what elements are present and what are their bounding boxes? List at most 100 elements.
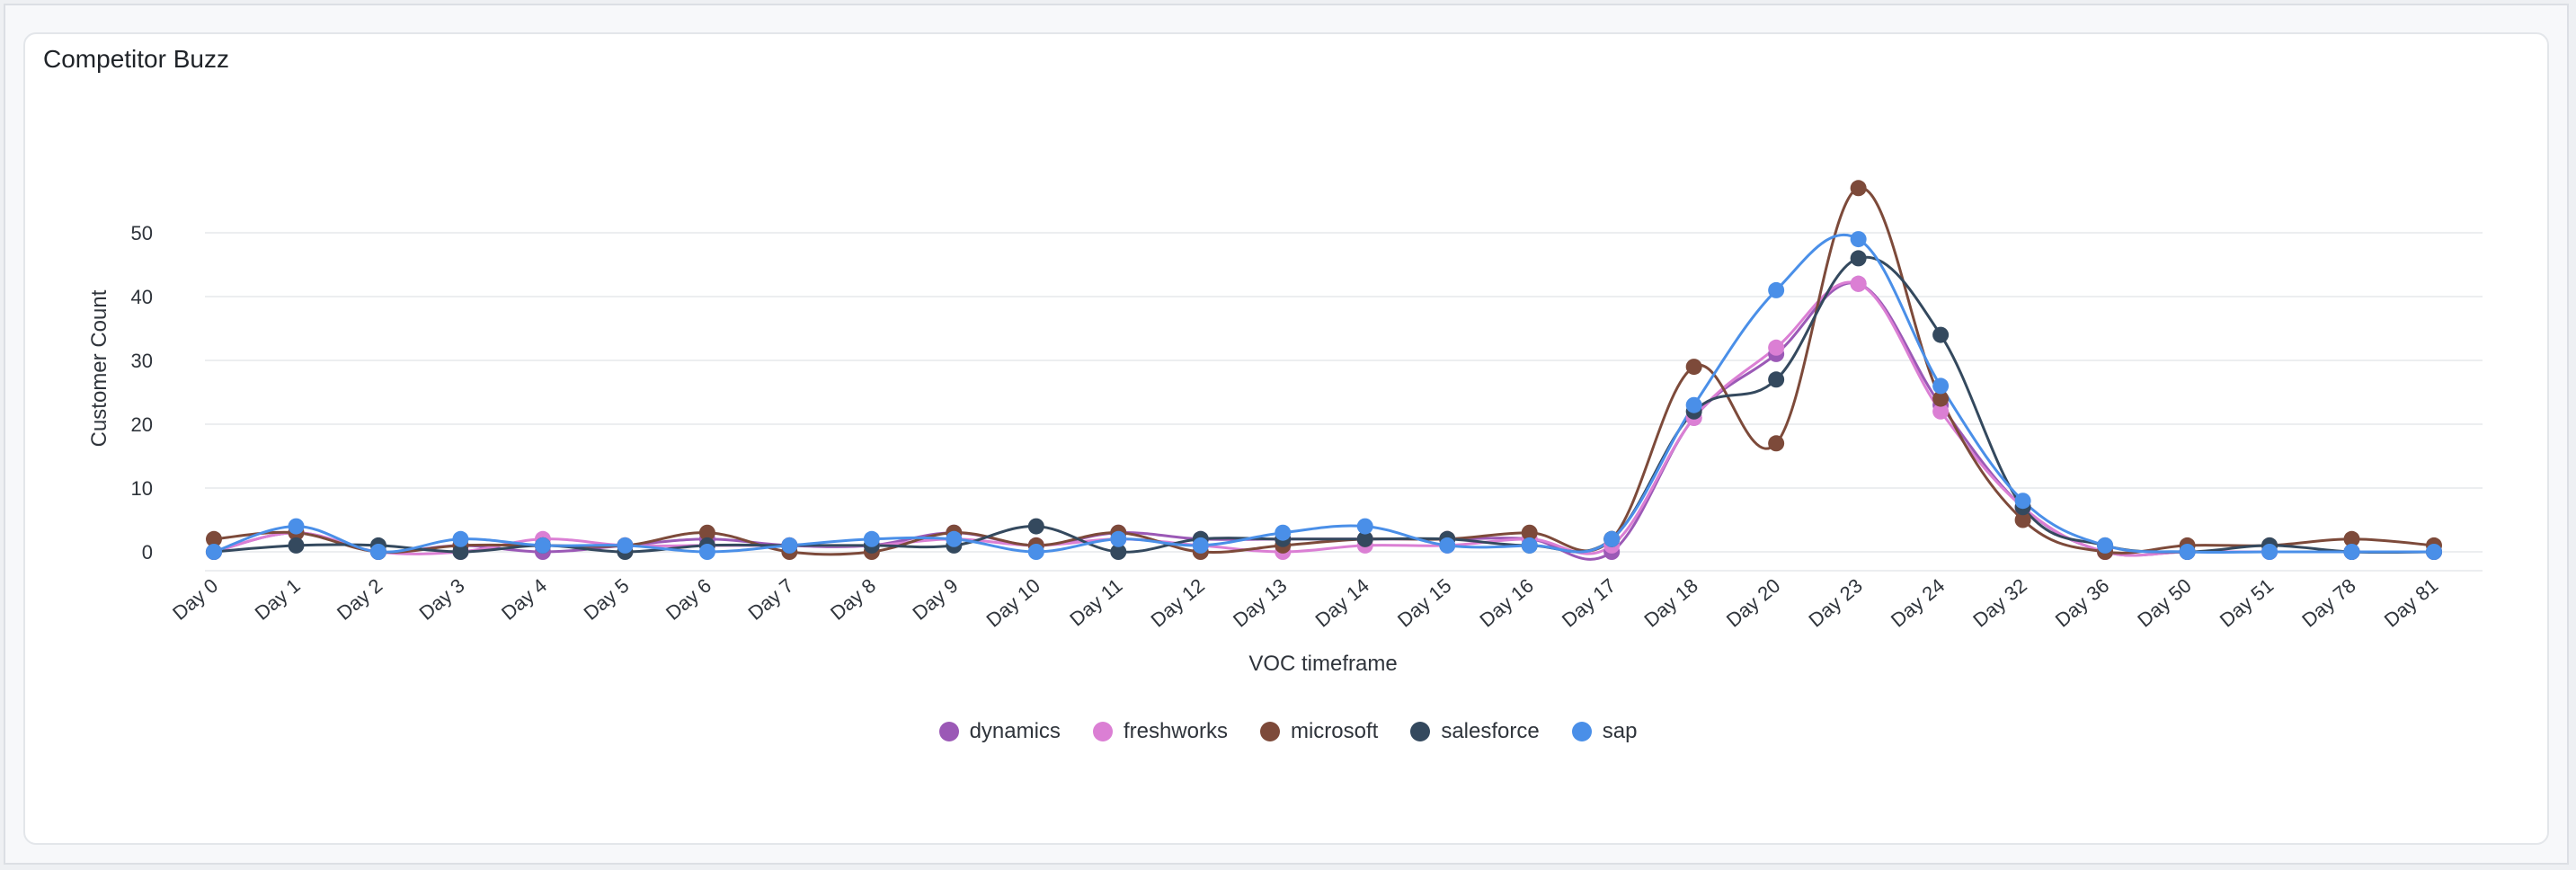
legend-item-salesforce[interactable]: salesforce [1410,719,1540,744]
data-point-microsoft[interactable] [698,524,715,541]
legend-item-dynamics[interactable]: dynamics [938,719,1061,744]
data-point-microsoft[interactable] [1768,435,1785,452]
legend-label: freshworks [1123,719,1228,743]
data-point-salesforce[interactable] [1932,326,1950,343]
data-point-sap[interactable] [2426,544,2442,560]
data-point-microsoft[interactable] [2014,511,2031,528]
x-tick-label: Day 7 [743,574,797,625]
data-point-sap[interactable] [534,537,551,554]
x-tick-label: Day 9 [908,574,962,625]
data-point-sap[interactable] [1685,396,1702,413]
x-tick-label: Day 6 [662,574,715,625]
x-axis-title: VOC timeframe [1248,652,1397,676]
data-point-sap[interactable] [1356,518,1373,535]
legend-item-sap[interactable]: sap [1571,719,1638,744]
data-point-sap[interactable] [1768,281,1785,298]
x-tick-label: Day 14 [1310,574,1372,632]
series-lines [213,186,2435,561]
x-tick-label: Day 16 [1475,574,1537,632]
legend-marker-icon [1092,722,1113,741]
series-line-salesforce [213,255,2435,555]
chart-title: Competitor Buzz [43,45,229,73]
x-tick-label: Day 1 [251,574,305,625]
legend-item-freshworks[interactable]: freshworks [1092,719,1228,744]
y-tick-label: 20 [131,413,153,436]
x-axis-ticks: Day 0 Day 1 Day 2 Day 3 Day 4 Day 5 Day 6 Day 7… [168,574,2442,632]
x-tick-label: Day 36 [2051,574,2113,632]
data-point-sap[interactable] [863,530,880,547]
x-tick-label: Day 2 [333,574,386,625]
y-tick-label: 40 [131,286,153,308]
data-point-sap[interactable] [288,518,305,535]
x-tick-label: Day 0 [168,574,222,625]
data-point-sap[interactable] [1521,537,1538,554]
x-tick-label: Day 81 [2380,574,2442,632]
data-point-salesforce[interactable] [1356,530,1373,547]
y-axis-title: Customer Count [87,289,111,447]
data-point-sap[interactable] [617,537,634,554]
data-point-freshworks[interactable] [1932,403,1950,420]
x-tick-label: Day 3 [415,574,469,625]
legend-label: sap [1602,719,1638,743]
x-tick-label: Day 4 [497,574,551,625]
data-point-sap[interactable] [2097,537,2114,554]
data-point-sap[interactable] [1439,537,1456,554]
data-point-sap[interactable] [2261,544,2278,560]
data-point-sap[interactable] [1603,530,1621,547]
data-point-sap[interactable] [1110,530,1127,547]
legend-item-microsoft[interactable]: microsoft [1259,719,1378,744]
x-tick-label: Day 13 [1229,574,1291,632]
data-point-sap[interactable] [2179,544,2196,560]
data-point-freshworks[interactable] [1850,275,1867,292]
series-line-sap [213,233,2434,555]
data-point-microsoft[interactable] [1521,524,1538,541]
x-tick-label: Day 23 [1804,574,1866,632]
legend-label: dynamics [969,719,1061,743]
chart-card [23,32,2549,845]
app-frame [4,4,2569,865]
series-points [206,180,2442,560]
x-tick-label: Day 12 [1147,574,1209,632]
data-point-salesforce[interactable] [1110,544,1127,560]
data-point-salesforce[interactable] [1027,518,1044,535]
legend-marker-icon [1410,722,1431,741]
data-point-sap[interactable] [946,530,963,547]
data-point-microsoft[interactable] [1685,359,1702,376]
y-tick-label: 0 [142,541,153,564]
legend-marker-icon [1259,722,1280,741]
x-tick-label: Day 78 [2297,574,2359,632]
data-point-sap[interactable] [452,530,469,547]
data-point-sap[interactable] [1932,377,1950,395]
y-tick-label: 50 [131,222,153,244]
data-point-microsoft[interactable] [2343,530,2360,547]
x-tick-label: Day 24 [1887,574,1949,632]
data-point-freshworks[interactable] [1768,339,1785,356]
x-tick-label: Day 50 [2133,574,2195,632]
y-tick-label: 30 [131,350,153,372]
data-point-sap[interactable] [1850,231,1867,248]
data-point-sap[interactable] [781,537,798,554]
grid-lines [205,232,2483,572]
chart-legend: dynamics freshworks microsoft salesforce sap [0,719,2576,744]
data-point-sap[interactable] [1027,544,1044,560]
x-tick-label: Day 20 [1722,574,1784,632]
data-point-microsoft[interactable] [1932,390,1950,407]
data-point-sap[interactable] [206,544,222,560]
data-point-sap[interactable] [698,544,715,560]
data-point-sap[interactable] [2343,544,2360,560]
data-point-salesforce[interactable] [1768,371,1785,388]
data-point-microsoft[interactable] [206,530,222,547]
data-point-sap[interactable] [2014,493,2031,510]
x-tick-label: Day 17 [1558,574,1620,632]
data-point-salesforce[interactable] [452,544,469,560]
x-tick-label: Day 11 [1065,574,1126,631]
data-point-microsoft[interactable] [1850,180,1867,197]
data-point-salesforce[interactable] [1850,250,1867,267]
x-tick-label: Day 10 [982,574,1044,632]
y-tick-label: 10 [131,477,153,500]
data-point-sap[interactable] [1275,524,1292,541]
x-tick-label: Day 18 [1639,574,1701,632]
data-point-sap[interactable] [369,544,386,560]
data-point-sap[interactable] [1192,537,1209,554]
data-point-salesforce[interactable] [288,537,305,554]
